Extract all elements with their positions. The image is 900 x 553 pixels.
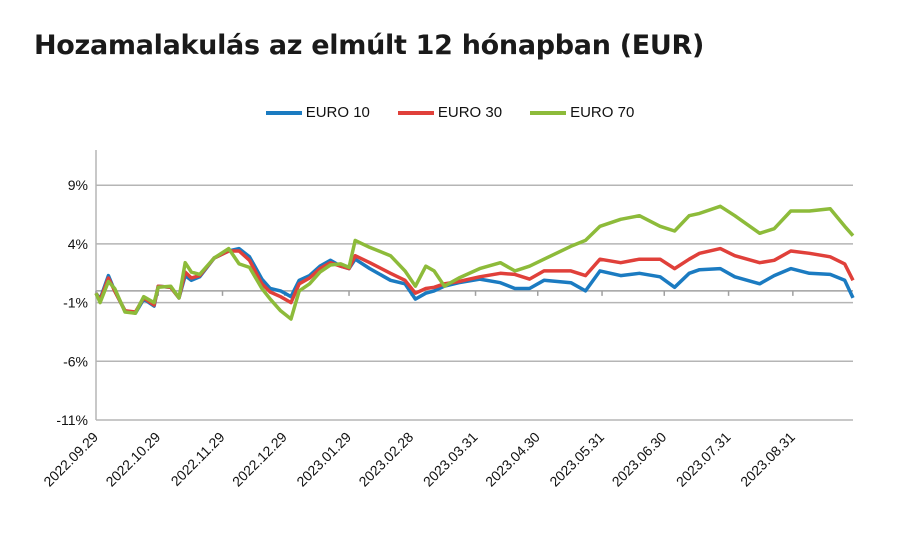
x-tick-label: 2022.10.29	[102, 429, 163, 490]
legend-item: EURO 10	[265, 104, 370, 121]
legend-label: EURO 10	[305, 104, 370, 121]
x-tick-label: 2023.07.31	[673, 429, 734, 490]
legend-swatch	[397, 110, 434, 115]
x-tick-label: 2023.01.29	[293, 429, 354, 490]
legend-label: EURO 70	[570, 104, 635, 121]
x-tick-label: 2023.08.31	[737, 429, 798, 490]
chart-title: Hozamalakulás az elmúlt 12 hónapban (EUR…	[34, 30, 705, 61]
y-tick-label: -11%	[56, 412, 88, 428]
legend-item: EURO 70	[530, 104, 634, 121]
legend: EURO 10 EURO 30 EURO 70	[0, 104, 900, 121]
legend-item: EURO 30	[397, 104, 503, 121]
y-tick-label: 4%	[68, 236, 88, 252]
y-tick-label: -6%	[63, 353, 88, 369]
x-tick-label: 2022.09.29	[40, 429, 101, 490]
x-tick-label: 2022.12.29	[229, 429, 290, 490]
x-tick-label: 2023.04.30	[482, 429, 543, 490]
x-tick-label: 2023.03.31	[420, 429, 481, 490]
series-line-euro-70	[94, 204, 855, 321]
y-tick-label: 9%	[68, 177, 88, 193]
x-tick-label: 2022.11.29	[168, 429, 228, 489]
legend-swatch	[265, 110, 302, 115]
x-tick-label: 2023.05.31	[546, 429, 607, 490]
legend-label: EURO 30	[437, 104, 503, 121]
y-tick-label: -1%	[63, 295, 88, 311]
x-tick-label: 2023.02.28	[355, 429, 416, 490]
x-tick-label: 2023.06.30	[609, 429, 670, 490]
legend-swatch	[530, 110, 567, 115]
